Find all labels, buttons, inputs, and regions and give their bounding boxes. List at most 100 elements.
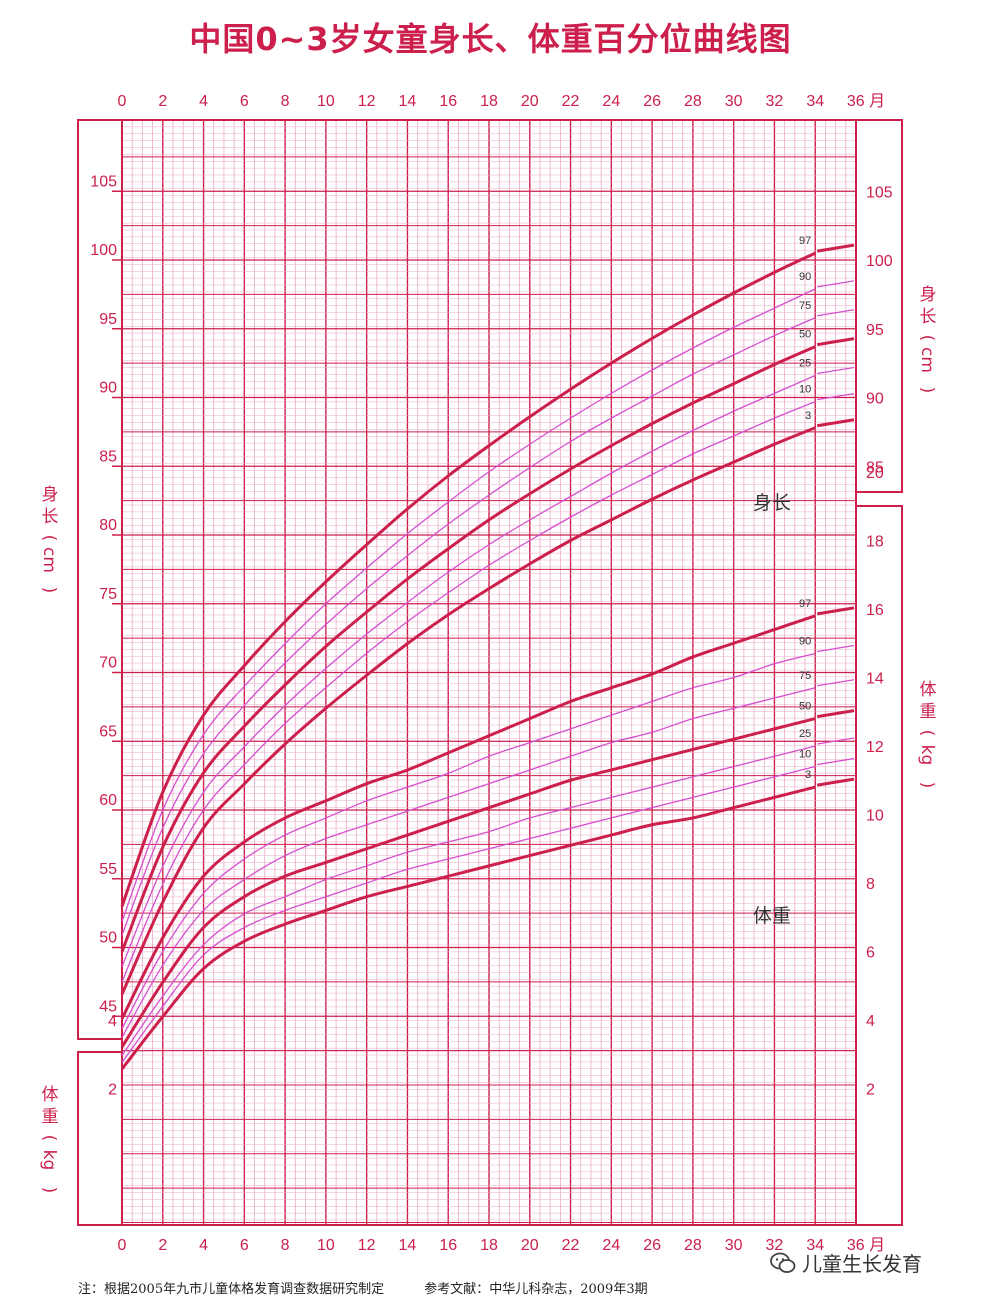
x-tick-top: 22 [562,93,580,110]
axis-title-char: ( [39,535,59,542]
axis-title-char: ) [39,587,59,594]
axis-title-char: cm [39,547,59,573]
weight-tick-left: 4 [108,1013,117,1030]
weight-tail-p97 [816,606,855,616]
watermark-text: 儿童生长发育 [802,1252,922,1276]
weight-tick-right: 8 [866,876,875,893]
length-curve-p3 [120,426,816,995]
length-label-p97: 97 [799,235,811,247]
weight-axis-title-right: 体重 (kg) [917,680,937,788]
axis-title-char: 长 [42,507,59,527]
weight-tail-p75 [817,679,855,687]
weight-axis-title-left: 体重 (kg) [39,1085,59,1193]
axis-title-char: ) [917,387,937,394]
axis-title-char: ( [917,335,937,342]
x-tick-top: 8 [281,93,290,110]
weight-label-p10: 10 [799,749,811,761]
weight-tail-p50 [816,709,855,719]
x-tick-bottom: 2 [158,1237,167,1254]
axis-title-char: ) [39,1187,59,1194]
x-tick-top: 10 [317,93,335,110]
length-label-p25: 25 [799,358,811,370]
weight-tick-left: 2 [108,1082,117,1099]
length-curve-p10 [121,401,816,983]
x-tick-top: 16 [439,93,457,110]
x-tick-bottom: 10 [317,1237,335,1254]
weight-curve-p97 [120,614,816,1020]
weight-label-p75: 75 [799,670,811,682]
length-label-p3: 3 [805,410,811,422]
length-curve-p25 [121,374,816,967]
weight-tick-right: 4 [866,1013,875,1030]
length-tick-right: 95 [866,322,884,339]
watermark: 儿童生长发育 [770,1248,922,1277]
length-tick-left: 65 [99,723,117,740]
axis-title-char: 身 [920,285,937,305]
length-tick-left: 60 [99,792,117,809]
x-tick-bottom: 18 [480,1237,498,1254]
x-tick-top: 20 [521,93,539,110]
length-tick-left: 105 [90,173,117,190]
x-tick-bottom: 6 [240,1237,249,1254]
weight-curve-p10 [121,765,816,1063]
axis-titles: 身长(cm)体重(kg)身长(cm)体重(kg) [39,285,937,1193]
axis-title-char: cm [917,347,937,373]
axis-title-char: 体 [920,680,937,700]
x-tick-top: 26 [643,93,661,110]
x-tick-bottom: 28 [684,1237,702,1254]
x-tick-bottom: 8 [281,1237,290,1254]
axis-title-char: 重 [42,1107,59,1127]
x-tick-bottom: 26 [643,1237,661,1254]
length-curve-p75 [121,317,816,936]
grid [121,119,857,1225]
weight-tick-right: 18 [866,534,884,551]
axis-title-char: ( [39,1135,59,1142]
x-tick-top: 28 [684,93,702,110]
weight-tick-right: 10 [866,808,884,825]
axis-ticks: 0022446688101012121414161618182020222224… [90,93,893,1254]
length-tail-p75 [817,309,855,317]
length-tick-left: 95 [99,311,117,328]
x-tick-top: 14 [399,93,417,110]
x-tick-top: 2 [158,93,167,110]
weight-region-label: 体重 [753,905,791,927]
weight-label-p3: 3 [805,769,811,781]
right-length-box [855,119,903,493]
x-tick-bottom: 24 [602,1237,620,1254]
weight-curve-p75 [121,687,816,1038]
weight-label-p50: 50 [799,701,811,713]
x-tick-top: 36 月 [847,93,885,110]
length-tick-left: 90 [99,380,117,397]
x-tick-top: 18 [480,93,498,110]
weight-label-p90: 90 [799,636,811,648]
percentile-curves [120,243,855,1070]
weight-tail-p3 [816,777,855,787]
x-tick-bottom: 34 [806,1237,824,1254]
wechat-icon [770,1252,796,1273]
weight-tick-right: 20 [866,465,884,482]
length-tick-right: 85 [866,459,884,476]
x-tick-bottom: 22 [562,1237,580,1254]
length-tail-p10 [817,392,855,401]
length-region-label: 身长 [753,492,791,514]
x-tick-bottom: 14 [399,1237,417,1254]
length-tick-right: 105 [866,184,893,201]
length-tail-p50 [816,337,855,347]
length-tick-right: 90 [866,391,884,408]
axis-title-char: ) [917,782,937,789]
axis-title-char: 重 [920,702,937,722]
length-tick-left: 70 [99,655,117,672]
axis-title-char: 长 [920,307,937,327]
weight-tick-right: 12 [866,739,884,756]
length-tail-p90 [817,280,855,288]
weight-tail-p90 [817,644,855,653]
length-tick-left: 100 [90,242,117,259]
axis-title-char: 体 [42,1085,59,1105]
weight-label-p25: 25 [799,728,811,740]
footnote-reference: 参考文献：中华儿科杂志，2009年3期 [424,1282,648,1297]
length-tick-left: 45 [99,998,117,1015]
axis-title-char: 身 [42,485,59,505]
weight-label-p97: 97 [799,598,811,610]
